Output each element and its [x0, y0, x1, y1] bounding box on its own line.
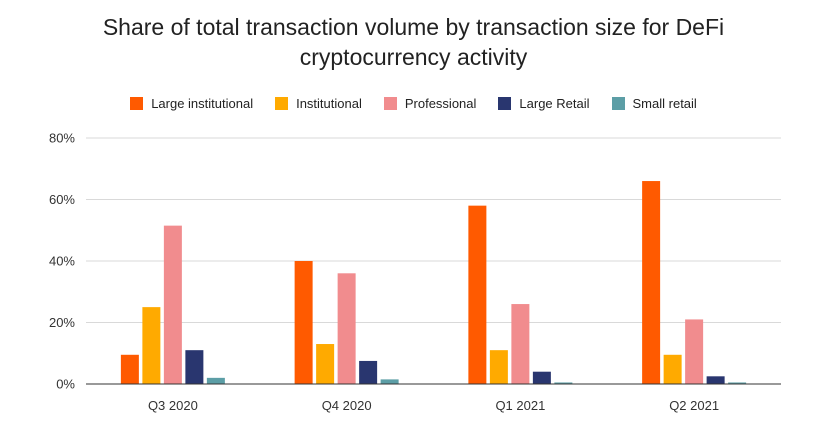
bar	[728, 382, 747, 384]
bar	[532, 371, 551, 384]
bar	[359, 360, 378, 384]
bar	[489, 350, 508, 384]
bar	[642, 181, 661, 384]
legend-item: Large institutional	[130, 96, 253, 111]
bar	[142, 307, 161, 384]
y-tick-label: 20%	[49, 315, 75, 330]
bar	[468, 205, 487, 384]
legend-label: Large institutional	[151, 95, 254, 111]
bar	[337, 273, 356, 384]
bar	[706, 376, 725, 384]
legend-label: Small retail	[632, 95, 697, 111]
bar	[294, 261, 313, 384]
x-tick-label: Q4 2020	[322, 398, 372, 413]
bar	[685, 319, 704, 384]
legend-label: Professional	[404, 95, 477, 111]
y-tick-label: 80%	[49, 131, 75, 146]
bar	[316, 344, 335, 384]
legend-item: Professional	[383, 95, 477, 111]
legend: Large institutional Institutional Professi…	[0, 93, 827, 113]
bar	[163, 225, 182, 384]
legend-item: Institutional	[275, 96, 362, 111]
legend-label: Large Retail	[519, 95, 590, 111]
bar	[185, 350, 204, 384]
x-tick-label: Q1 2021	[495, 398, 545, 413]
bar	[554, 382, 573, 384]
x-tick-label: Q2 2021	[669, 398, 719, 413]
chart-title: Share of total transaction volume by tra…	[102, 14, 725, 70]
bar	[120, 354, 139, 384]
legend-item: Large Retail	[498, 95, 590, 111]
legend-swatch	[275, 96, 289, 110]
legend-swatch	[130, 96, 144, 110]
x-tick-label: Q3 2020	[148, 398, 198, 413]
legend-swatch	[611, 96, 625, 110]
bar	[206, 377, 225, 384]
bar	[663, 354, 682, 384]
bar	[380, 379, 399, 384]
legend-swatch	[383, 96, 397, 110]
legend-label: Institutional	[296, 95, 362, 111]
y-tick-label: 0%	[56, 377, 75, 392]
bar	[511, 304, 530, 384]
y-tick-label: 40%	[49, 254, 75, 269]
legend-item: Small retail	[611, 95, 697, 111]
y-tick-label: 60%	[49, 192, 75, 207]
legend-swatch	[498, 96, 512, 110]
